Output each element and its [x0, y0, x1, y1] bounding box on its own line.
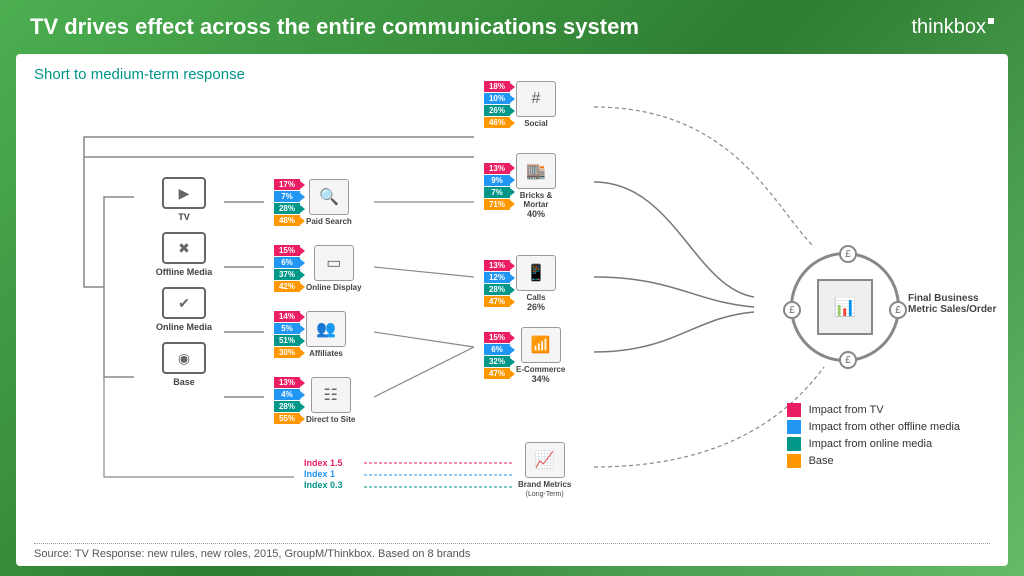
flow-diagram: ▶TV✖Offline Media✔Online Media◉Base 17% … — [34, 87, 990, 507]
source-icon: ◉ — [162, 342, 206, 374]
target-node: 📊 £ £ £ £ Final Business Metric Sales/Or… — [790, 252, 900, 362]
channel-node: 13% 4% 28% 55% ☷ Direct to Site — [274, 377, 355, 424]
source-icon: ✔ — [162, 287, 206, 319]
legend-item: Impact from TV — [787, 403, 960, 417]
channel-icon: 📱 — [516, 255, 556, 291]
chart-icon: 📊 — [817, 279, 873, 335]
channel-node: 15% 6% 32% 47% 📶 E-Commerce 34% — [484, 327, 565, 384]
channel-node: 17% 7% 28% 48% 🔍 Paid Search — [274, 179, 352, 226]
page-title: TV drives effect across the entire commu… — [30, 14, 639, 40]
channel-icon: 📶 — [521, 327, 561, 363]
index-labels: Index 1.5Index 1Index 0.3 — [304, 457, 343, 491]
source-citation: Source: TV Response: new rules, new role… — [34, 543, 990, 560]
logo: thinkbox — [912, 16, 995, 39]
source-node: ✔Online Media — [144, 287, 224, 332]
channel-node: 18% 10% 26% 46% # Social — [484, 81, 556, 128]
legend-item: Impact from online media — [787, 437, 960, 451]
legend: Impact from TV Impact from other offline … — [787, 400, 960, 471]
channel-node: 14% 5% 51% 30% 👥 Affiliates — [274, 311, 346, 358]
source-node: ▶TV — [144, 177, 224, 222]
node-brand-metrics: 📈 Brand Metrics (Long-Term) — [518, 442, 571, 498]
source-icon: ✖ — [162, 232, 206, 264]
channel-icon: # — [516, 81, 556, 117]
source-node: ✖Offline Media — [144, 232, 224, 277]
channel-icon: ☷ — [311, 377, 351, 413]
legend-swatch — [787, 403, 801, 417]
channel-node: 13% 12% 28% 47% 📱 Calls 26% — [484, 255, 556, 312]
channel-icon: 🏬 — [516, 153, 556, 189]
legend-swatch — [787, 437, 801, 451]
source-icon: ▶ — [162, 177, 206, 209]
legend-item: Base — [787, 454, 960, 468]
legend-item: Impact from other offline media — [787, 420, 960, 434]
channel-icon: 👥 — [306, 311, 346, 347]
legend-swatch — [787, 420, 801, 434]
channel-node: 13% 9% 7% 71% 🏬 Bricks &Mortar 40% — [484, 153, 556, 219]
legend-swatch — [787, 454, 801, 468]
channel-icon: 🔍 — [309, 179, 349, 215]
source-node: ◉Base — [144, 342, 224, 387]
channel-node: 15% 6% 37% 42% ▭ Online Display — [274, 245, 362, 292]
chart-icon: 📈 — [525, 442, 565, 478]
channel-icon: ▭ — [314, 245, 354, 281]
main-panel: Short to medium-term response ▶TV✖Offlin… — [16, 54, 1008, 566]
